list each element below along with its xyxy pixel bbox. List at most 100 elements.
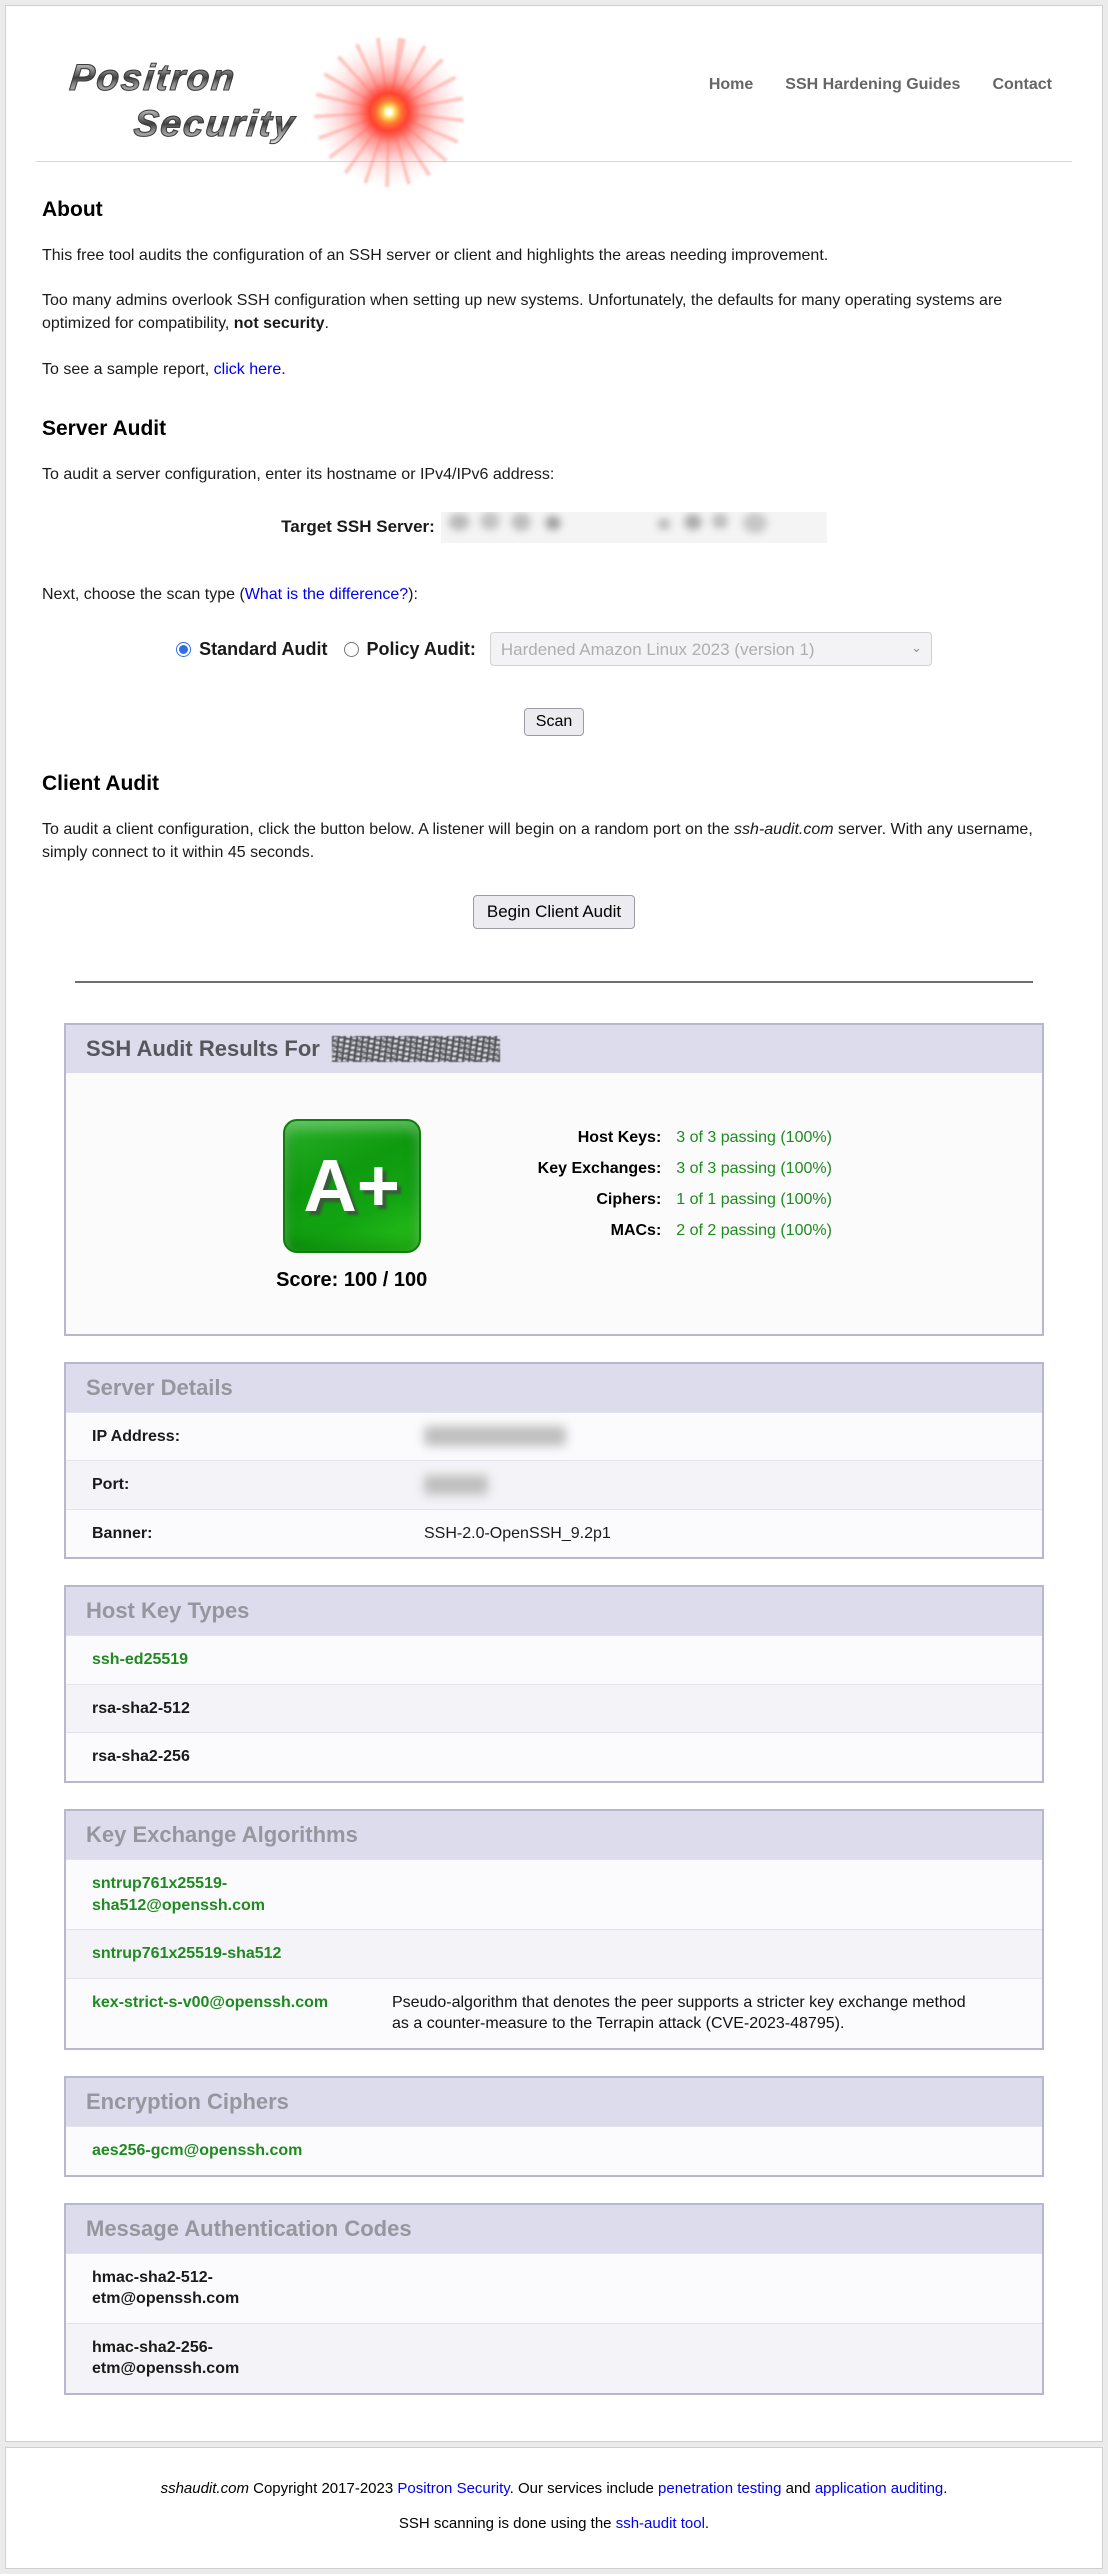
target-ssh-server-label: Target SSH Server:: [281, 517, 435, 537]
mac-name: hmac-sha2-256- etm@openssh.com: [92, 2338, 240, 2378]
stat-label: Host Keys:: [577, 1128, 662, 1146]
footer-positron-security-link[interactable]: Positron Security: [397, 2480, 510, 2497]
site-footer: sshaudit.com Copyright 2017-2023 Positro…: [5, 2447, 1103, 2569]
stat-label: MACs:: [610, 1221, 662, 1239]
stat-row-host-keys: Host Keys: 3 of 3 passing (100%): [479, 1129, 832, 1147]
logo-text-line2: Security: [131, 102, 299, 144]
stat-value: 2 of 2 passing (100%): [676, 1221, 832, 1239]
footer-copyright-text: Copyright 2017-2023: [248, 2480, 398, 2497]
footer-line-2: SSH scanning is done using the ssh-audit…: [26, 2515, 1082, 2532]
table-row: sntrup761x25519-sha512: [66, 1929, 1042, 1978]
policy-select-wrapper: Hardened Amazon Linux 2023 (version 1) ⌄: [489, 632, 932, 667]
score-label: Score: 100 / 100: [276, 1268, 428, 1291]
sample-report-post: .: [281, 360, 286, 378]
host-key-types-header: Host Key Types: [66, 1587, 1042, 1636]
kex-name: kex-strict-s-v00@openssh.com: [92, 1993, 329, 2011]
about-heading: About: [42, 198, 103, 221]
host-key-name: rsa-sha2-256: [92, 1748, 190, 1766]
results-panel-header: SSH Audit Results For: [66, 1024, 1042, 1073]
scan-type-post: ):: [408, 585, 418, 603]
target-server-row: Target SSH Server:: [36, 511, 1072, 543]
begin-client-audit-row: Begin Client Audit: [36, 894, 1072, 929]
key-exchange-header: Key Exchange Algorithms: [66, 1811, 1042, 1860]
scan-type-difference-link[interactable]: What is the difference?: [244, 585, 409, 603]
starburst-icon: [314, 36, 464, 187]
about-paragraph-1: This free tool audits the configuration …: [42, 244, 1066, 267]
standard-audit-radio[interactable]: [176, 641, 192, 657]
main-nav: Home SSH Hardening Guides Contact: [709, 76, 1066, 94]
target-ssh-server-input[interactable]: [440, 511, 827, 543]
footer-domain-italic: sshaudit.com: [160, 2480, 249, 2497]
ip-address-value-redacted: [424, 1426, 1016, 1448]
table-row: Port:: [66, 1460, 1042, 1509]
stat-value: 3 of 3 passing (100%): [676, 1128, 832, 1146]
nav-contact[interactable]: Contact: [992, 75, 1052, 93]
nav-home[interactable]: Home: [708, 75, 754, 93]
begin-client-audit-button[interactable]: Begin Client Audit: [472, 894, 636, 929]
stat-label: Key Exchanges:: [537, 1159, 662, 1177]
policy-audit-radio[interactable]: [343, 641, 359, 657]
mac-name: hmac-sha2-512- etm@openssh.com: [92, 2268, 240, 2308]
redacted-target-host: [331, 1035, 500, 1062]
server-details-panel: Server Details IP Address: Port: Banner:…: [64, 1361, 1044, 1560]
policy-select[interactable]: Hardened Amazon Linux 2023 (version 1): [489, 632, 932, 667]
scan-button[interactable]: Scan: [523, 708, 585, 737]
host-key-name: rsa-sha2-512: [92, 1699, 190, 1717]
main-content-card: Positron Security Home SSH Hardening Gui…: [5, 5, 1103, 2442]
table-row: ssh-ed25519: [66, 1635, 1042, 1684]
client-audit-paragraph: To audit a client configuration, click t…: [42, 818, 1066, 864]
table-row: aes256-gcm@openssh.com: [66, 2126, 1042, 2175]
table-row: hmac-sha2-512- etm@openssh.com: [66, 2252, 1042, 2323]
table-row: IP Address:: [66, 1411, 1042, 1461]
macs-panel: Message Authentication Codes hmac-sha2-5…: [64, 2202, 1044, 2395]
stat-row-ciphers: Ciphers: 1 of 1 passing (100%): [479, 1191, 832, 1209]
kex-name: sntrup761x25519- sha512@openssh.com: [92, 1875, 265, 1914]
about-p2-pre: Too many admins overlook SSH configurati…: [42, 292, 1003, 333]
stat-value: 1 of 1 passing (100%): [676, 1190, 832, 1208]
key-exchange-panel: Key Exchange Algorithms sntrup761x25519-…: [64, 1809, 1044, 2051]
results-panel: SSH Audit Results For A+ Score: 100 / 10…: [64, 1022, 1044, 1336]
client-audit-post: server. With any username, simply connec…: [42, 821, 1033, 862]
footer-text-c: and: [781, 2480, 815, 2497]
redacted-input-value: [440, 511, 827, 543]
cipher-name: aes256-gcm@openssh.com: [92, 2142, 303, 2160]
footer-scanning-post: .: [704, 2515, 710, 2532]
positron-security-logo[interactable]: Positron Security: [42, 21, 464, 187]
sample-report-link[interactable]: click here: [213, 360, 282, 378]
redacted-ip: [424, 1426, 566, 1447]
nav-ssh-hardening-guides[interactable]: SSH Hardening Guides: [785, 75, 961, 93]
footer-scanning-pre: SSH scanning is done using the: [398, 2515, 616, 2532]
about-paragraph-2: Too many admins overlook SSH configurati…: [42, 289, 1066, 335]
policy-audit-label[interactable]: Policy Audit:: [366, 638, 476, 659]
ssh-audit-domain-italic: ssh-audit.com: [733, 821, 834, 839]
footer-text-b: . Our services include: [509, 2480, 659, 2497]
not-security-emphasis: not security: [233, 315, 325, 333]
encryption-ciphers-header: Encryption Ciphers: [66, 2078, 1042, 2127]
server-audit-intro: To audit a server configuration, enter i…: [42, 465, 555, 483]
kex-note: Pseudo-algorithm that denotes the peer s…: [392, 1993, 966, 2033]
footer-penetration-testing-link[interactable]: penetration testing: [658, 2480, 782, 2497]
stat-value: 3 of 3 passing (100%): [676, 1159, 832, 1177]
port-label: Port:: [92, 1476, 130, 1494]
about-p1-text: This free tool audits the configuration …: [42, 247, 829, 264]
footer-ssh-audit-tool-link[interactable]: ssh-audit tool: [615, 2515, 705, 2532]
stat-row-key-exchanges: Key Exchanges: 3 of 3 passing (100%): [479, 1160, 832, 1178]
table-row: hmac-sha2-256- etm@openssh.com: [66, 2322, 1042, 2393]
server-details-header: Server Details: [66, 1363, 1042, 1412]
about-p2-post: .: [324, 315, 329, 333]
client-audit-heading: Client Audit: [42, 772, 160, 796]
table-row: sntrup761x25519- sha512@openssh.com: [66, 1859, 1042, 1930]
site-header: Positron Security Home SSH Hardening Gui…: [36, 6, 1072, 187]
results-stats: Host Keys: 3 of 3 passing (100%) Key Exc…: [479, 1119, 832, 1240]
footer-line-1: sshaudit.com Copyright 2017-2023 Positro…: [26, 2480, 1082, 2497]
results-title: SSH Audit Results For: [86, 1035, 320, 1061]
stat-label: Ciphers:: [596, 1190, 662, 1208]
port-value-redacted: [424, 1474, 1016, 1496]
results-body: A+ Score: 100 / 100 Host Keys: 3 of 3 pa…: [66, 1072, 1042, 1334]
standard-audit-label[interactable]: Standard Audit: [199, 638, 328, 659]
footer-application-auditing-link[interactable]: application auditing: [814, 2480, 944, 2497]
kex-note: [392, 1943, 1012, 1965]
server-audit-heading: Server Audit: [42, 416, 167, 440]
scan-type-line: Next, choose the scan type (What is the …: [42, 583, 1066, 606]
kex-note: [392, 1873, 1012, 1916]
